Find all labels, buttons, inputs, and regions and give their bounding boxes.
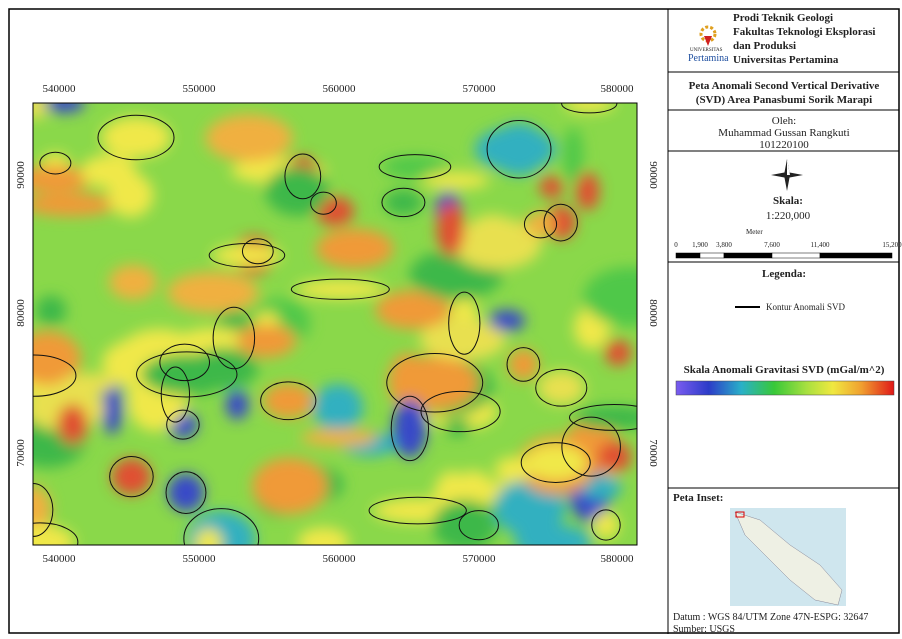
anomaly [190, 348, 258, 389]
scale-segment [700, 253, 724, 258]
anomaly [263, 384, 313, 418]
anomaly [539, 176, 563, 198]
inset-map [730, 508, 846, 606]
anomaly-map [0, 93, 676, 569]
anomaly [213, 245, 282, 267]
anomaly [605, 340, 631, 366]
anomaly [437, 202, 465, 256]
institution: dan Produksi [733, 40, 796, 52]
y-label: 90000 [15, 161, 27, 189]
anomaly [584, 267, 677, 326]
anomaly [384, 189, 423, 215]
north-arrow [771, 159, 803, 191]
contour-label: Kontur Anomali SVD [766, 302, 846, 312]
y-label: 90000 [647, 161, 659, 189]
x-label: 540000 [43, 83, 77, 95]
anomaly [226, 390, 249, 420]
author-id: 101220100 [759, 139, 809, 151]
author-name: Muhammad Gussan Rangkuti [718, 127, 849, 139]
x-label: 540000 [43, 553, 77, 565]
anomaly [23, 193, 117, 216]
x-label: 570000 [463, 83, 497, 95]
scale-tick: 3,800 [716, 241, 732, 249]
anomaly [538, 371, 584, 405]
scale-tick: 1,900 [692, 241, 708, 249]
scale-tick: 11,400 [811, 241, 830, 249]
institution: Universitas Pertamina [733, 54, 839, 66]
anomaly [265, 167, 329, 216]
x-label: 570000 [463, 553, 497, 565]
scale-tick: 0 [674, 241, 678, 249]
anomaly [316, 229, 393, 269]
legend-title: Legenda: [762, 268, 806, 280]
anomaly [36, 296, 67, 326]
anomaly [509, 349, 539, 380]
scale-tick: 15,200 [882, 241, 902, 249]
scale-segment [676, 253, 700, 258]
institution: Fakultas Teknologi Eksplorasi [733, 26, 875, 38]
scale-segment [724, 253, 772, 258]
anomaly [112, 458, 152, 495]
x-label: 560000 [323, 83, 357, 95]
map-title: Peta Anomali Second Vertical Derivative [689, 80, 880, 92]
anomaly [301, 429, 378, 446]
anomaly [564, 95, 614, 112]
y-label: 70000 [647, 439, 659, 467]
anomaly [597, 441, 631, 472]
anomaly [206, 114, 293, 161]
map-title: (SVD) Area Panasbumi Sorik Marapi [696, 94, 872, 106]
anomaly [252, 458, 327, 514]
anomaly [296, 280, 385, 298]
anomaly [57, 404, 87, 444]
anomaly [422, 172, 490, 189]
map-layout: 540000 540000 550000 550000 560000 560000 5700… [0, 0, 902, 634]
anomaly [563, 127, 583, 183]
y-label: 70000 [15, 439, 27, 467]
anomaly [313, 384, 363, 431]
author-label: Oleh: [772, 115, 796, 127]
y-label: 80000 [647, 299, 659, 327]
logo: UNIVERSITAS Pertamina [688, 27, 729, 64]
x-label: 580000 [601, 83, 635, 95]
anomaly [524, 444, 587, 480]
anomaly [168, 474, 204, 512]
scale-segment [820, 253, 892, 258]
anomaly [576, 172, 599, 210]
colorbar [676, 381, 894, 395]
anomaly [443, 418, 471, 436]
anomaly [490, 123, 548, 175]
scale-tick: 7,600 [764, 241, 780, 249]
scale-ratio: 1:220,000 [766, 210, 811, 222]
institution: Prodi Teknik Geologi [733, 12, 833, 24]
colorbar-title: Skala Anomali Gravitasi SVD (mGal/m^2) [684, 364, 885, 376]
source: Sumber: USGS [673, 624, 735, 634]
anomaly [109, 265, 157, 300]
logo-text: Pertamina [688, 53, 729, 64]
anomaly [167, 272, 258, 313]
anomaly [44, 95, 85, 113]
x-label: 550000 [183, 83, 217, 95]
anomaly [489, 310, 525, 331]
scale-unit: Meter [746, 228, 763, 236]
inset-title: Peta Inset: [673, 492, 723, 504]
anomaly [526, 212, 555, 237]
datum: Datum : WGS 84/UTM Zone 47N-ESPG: 32647 [673, 612, 868, 623]
x-label: 580000 [601, 553, 635, 565]
x-label: 550000 [183, 553, 217, 565]
anomaly [61, 373, 116, 393]
x-label: 560000 [323, 553, 357, 565]
y-label: 80000 [15, 299, 27, 327]
anomaly [81, 155, 137, 188]
scale-label: Skala: [773, 195, 803, 207]
anomaly [101, 117, 170, 157]
anomaly [593, 511, 619, 539]
scale-segment [772, 253, 820, 258]
